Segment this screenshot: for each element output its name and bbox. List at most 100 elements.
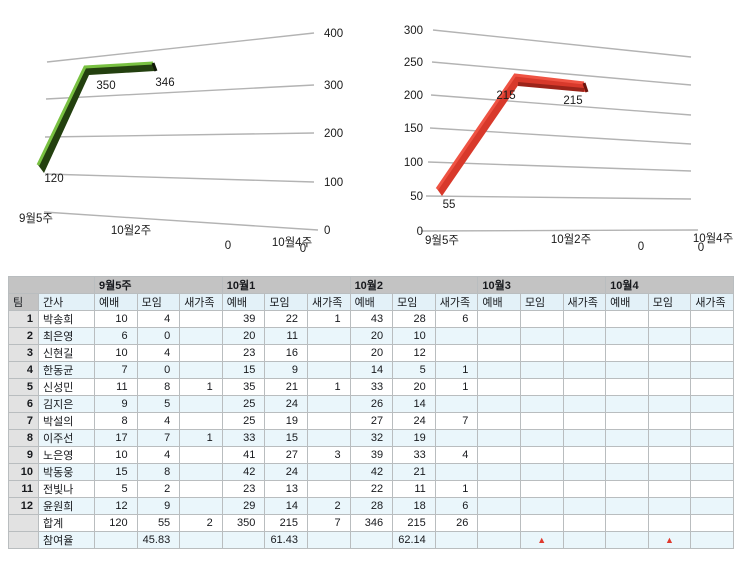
- y-tick: 0: [417, 226, 423, 238]
- member-row: 6 김지은 9 5 25 24 26 14: [8, 395, 734, 413]
- participation-rate-row: 참여율 45.83 61.43 62.14 ▲ ▲: [8, 531, 734, 549]
- value-cell: [519, 463, 564, 481]
- value-cell: 55: [136, 514, 181, 532]
- value-cell: [562, 463, 607, 481]
- value-cell: 25: [221, 412, 266, 430]
- value-cell: 15: [94, 463, 138, 481]
- value-cell: 5: [392, 361, 436, 379]
- column-header: 예배: [94, 293, 138, 311]
- value-cell: [179, 480, 223, 498]
- value-cell: 346: [349, 514, 394, 532]
- y-tick: 400: [324, 28, 343, 40]
- value-cell: 14: [264, 497, 308, 515]
- value-cell: [690, 310, 734, 328]
- point-label: 350: [96, 80, 115, 92]
- value-cell: 10: [94, 446, 138, 464]
- value-cell: [179, 463, 223, 481]
- value-cell: 26: [349, 395, 394, 413]
- value-cell: [306, 463, 351, 481]
- column-header: 모임: [519, 293, 564, 311]
- value-cell: [647, 378, 692, 396]
- value-cell: 25: [221, 395, 266, 413]
- value-cell: 215: [392, 514, 436, 532]
- value-cell: 28: [349, 497, 394, 515]
- value-cell: [605, 310, 649, 328]
- meeting-line-chart: 300 250 200 150 100 50 0 55 215 215 0 0 …: [404, 25, 733, 254]
- value-cell: 41: [221, 446, 266, 464]
- value-cell: [519, 446, 564, 464]
- point-label: 0: [698, 242, 704, 254]
- value-cell: 20: [392, 378, 436, 396]
- y-tick: 100: [404, 157, 423, 169]
- column-header: 새가족: [690, 293, 734, 311]
- value-cell: [562, 344, 607, 362]
- gridlines: [420, 29, 699, 232]
- value-cell: [647, 446, 692, 464]
- value-cell: 1: [179, 378, 223, 396]
- value-cell: 18: [392, 497, 436, 515]
- team-number-cell: 7: [8, 412, 39, 430]
- week-group-header: 10월4: [605, 276, 734, 294]
- value-cell: [647, 327, 692, 345]
- value-cell: [605, 497, 649, 515]
- value-cell: 6: [434, 310, 479, 328]
- leader-name-cell: 박설의: [38, 412, 95, 430]
- leader-name-cell: 박동웅: [38, 463, 95, 481]
- team-number-cell: 12: [8, 497, 39, 515]
- value-cell: 23: [221, 480, 266, 498]
- value-cell: [562, 531, 607, 549]
- value-cell: [647, 463, 692, 481]
- value-cell: 33: [392, 446, 436, 464]
- value-cell: [605, 344, 649, 362]
- value-cell: 4: [434, 446, 479, 464]
- team-number-cell: 8: [8, 429, 39, 447]
- y-tick: 200: [324, 128, 343, 140]
- y-tick: 150: [404, 123, 423, 135]
- value-cell: [562, 310, 607, 328]
- value-cell: [434, 463, 479, 481]
- alert-triangle-icon: ▲: [647, 531, 692, 549]
- charts-area: 400 300 200 100 0 120 350 346 0 0 9월5주 1…: [0, 0, 742, 272]
- leader-name-cell: 윤원희: [38, 497, 95, 515]
- point-label: 55: [443, 199, 456, 211]
- value-cell: [605, 531, 649, 549]
- value-cell: [306, 412, 351, 430]
- column-header: 모임: [264, 293, 308, 311]
- value-cell: [519, 412, 564, 430]
- week-group-header: 10월2: [349, 276, 479, 294]
- y-tick: 300: [404, 25, 423, 37]
- value-cell: 7: [306, 514, 351, 532]
- value-cell: [434, 344, 479, 362]
- value-cell: [519, 480, 564, 498]
- leader-name-cell: 최은영: [38, 327, 95, 345]
- value-cell: [647, 361, 692, 379]
- value-cell: [477, 429, 521, 447]
- value-cell: 24: [264, 395, 308, 413]
- value-cell: 32: [349, 429, 394, 447]
- x-tick: 9월5주: [425, 234, 459, 247]
- value-cell: 19: [264, 412, 308, 430]
- value-cell: [605, 514, 649, 532]
- leader-name-cell: 김지은: [38, 395, 95, 413]
- value-cell: 39: [221, 310, 266, 328]
- value-cell: [562, 446, 607, 464]
- x-tick: 10월2주: [551, 233, 591, 246]
- value-cell: [221, 531, 266, 549]
- value-cell: [605, 361, 649, 379]
- value-cell: 22: [349, 480, 394, 498]
- value-cell: [690, 327, 734, 345]
- value-cell: 1: [306, 310, 351, 328]
- value-cell: 7: [94, 361, 138, 379]
- value-cell: [349, 531, 394, 549]
- value-cell: [179, 497, 223, 515]
- value-cell: 33: [221, 429, 266, 447]
- member-row: 8 이주선 17 7 1 33 15 32 19: [8, 429, 734, 447]
- value-cell: 13: [264, 480, 308, 498]
- y-tick: 100: [324, 177, 343, 189]
- value-cell: 12: [94, 497, 138, 515]
- worship-line-chart: 400 300 200 100 0 120 350 346 0 0 9월5주 1…: [19, 28, 343, 255]
- value-cell: [519, 378, 564, 396]
- leader-name-cell: 신현길: [38, 344, 95, 362]
- value-cell: [477, 344, 521, 362]
- value-cell: [562, 327, 607, 345]
